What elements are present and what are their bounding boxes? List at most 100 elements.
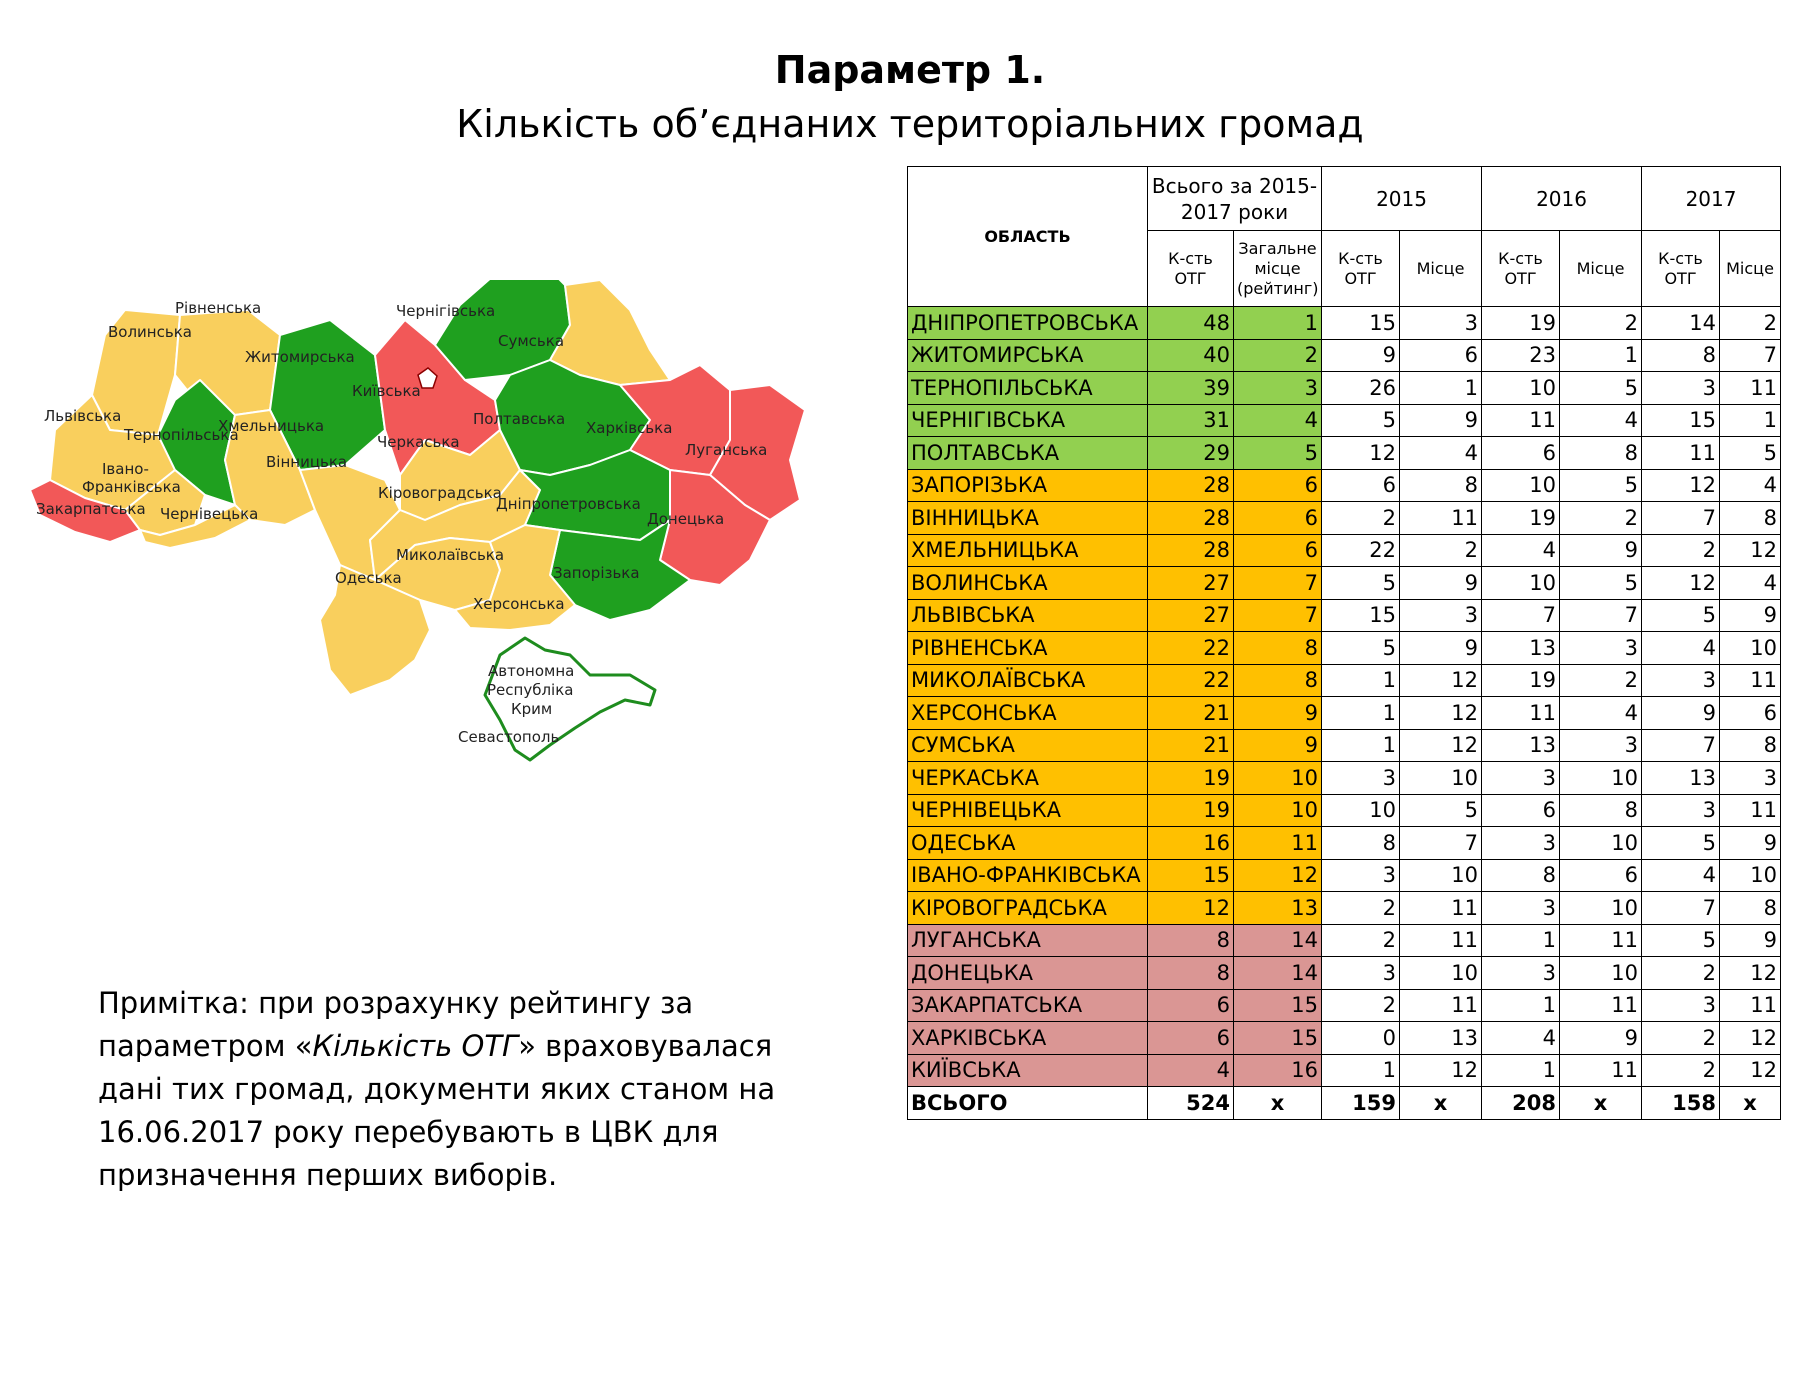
total-otg-cell: 16 [1147,826,1234,860]
otg-2015-cell: 26 [1321,371,1401,405]
table-row: ПОЛТАВСЬКА 29 5 12 4 6 8 11 5 [907,436,1782,470]
total-otg-cell: 22 [1147,631,1234,665]
otg-2015-cell: 15 [1321,598,1401,632]
place-2016-cell: 11 [1559,923,1643,957]
otg-2017-cell: 4 [1641,858,1721,892]
otg-2016-cell: 3 [1481,826,1561,860]
otg-2015-cell: 1 [1321,1053,1401,1087]
map-label-zakarpatska: Закарпатська [36,500,146,518]
place-2016-cell: 5 [1559,371,1643,405]
map-label-poltavska: Полтавська [473,410,565,428]
oblast-name-cell: ЧЕРКАСЬКА [907,761,1148,795]
otg-2017-cell: 3 [1641,793,1721,827]
place-2016-cell: 8 [1559,436,1643,470]
otg-2015-cell: 5 [1321,631,1401,665]
total-otg-cell: 40 [1147,338,1234,372]
total-otg-2017-cell: 158 [1641,1086,1721,1120]
total-otg-cell: 39 [1147,371,1234,405]
total-otg-cell: 6 [1147,988,1234,1022]
overall-rank-cell: 11 [1232,826,1323,860]
oblast-name-cell: ДОНЕЦЬКА [907,956,1148,990]
map-label-sumska: Сумська [498,332,564,350]
total-otg-cell: 48 [1147,306,1234,340]
table-row: СУМСЬКА 21 9 1 12 13 3 7 8 [907,728,1782,762]
otg-2016-cell: 13 [1481,631,1561,665]
table-row: ЧЕРКАСЬКА 19 10 3 10 3 10 13 3 [907,761,1782,795]
otg-2016-cell: 19 [1481,663,1561,697]
place-2016-cell: 10 [1559,891,1643,925]
overall-rank-cell: 6 [1232,501,1323,535]
total-otg-cell: 8 [1147,956,1234,990]
region-khersonska [454,524,576,631]
otg-2017-cell: 3 [1641,988,1721,1022]
place-2017-cell: 10 [1719,631,1782,665]
footnote-text-2: » враховувалася дані тих громад, докумен… [98,1029,776,1192]
footnote-text-1: Примітка: при розрахунку рейтингу за пар… [98,986,694,1063]
map-label-crimea-2: Республіка [487,681,573,699]
oblast-name-cell: РІВНЕНСЬКА [907,631,1148,665]
otg-2017-cell: 7 [1641,891,1721,925]
header-overall-place: Загальне місце (рейтинг) [1232,230,1323,307]
otg-2015-cell: 5 [1321,403,1401,437]
otg-2015-cell: 1 [1321,663,1401,697]
place-2016-cell: 1 [1559,338,1643,372]
header-total-period: Всього за 2015-2017 роки [1146,166,1323,231]
oblast-name-cell: СУМСЬКА [907,728,1148,762]
otg-2017-cell: 2 [1641,956,1721,990]
oblast-name-cell: ЛУГАНСЬКА [907,923,1148,957]
map-label-volynska: Волинська [108,323,192,341]
map-label-cherkaska: Черкаська [377,433,460,451]
table-row: КІРОВОГРАДСЬКА 12 13 2 11 3 10 7 8 [907,891,1782,925]
place-2015-cell: 12 [1399,728,1483,762]
map-label-luhanska: Луганська [685,441,767,459]
oblast-name-cell: КИЇВСЬКА [907,1053,1148,1087]
overall-rank-cell: 6 [1232,533,1323,567]
place-2015-cell: 12 [1399,1053,1483,1087]
table-row: ЗАКАРПАТСЬКА 6 15 2 11 1 11 3 11 [907,988,1782,1022]
total-otg-cell: 27 [1147,566,1234,600]
place-2015-cell: 10 [1399,956,1483,990]
total-otg-cell: 28 [1147,501,1234,535]
otg-2016-cell: 1 [1481,923,1561,957]
page-title: Параметр 1. [774,48,1046,92]
otg-2016-cell: 3 [1481,761,1561,795]
place-2016-cell: 10 [1559,761,1643,795]
table-row: РІВНЕНСЬКА 22 8 5 9 13 3 4 10 [907,631,1782,665]
overall-rank-cell: 9 [1232,728,1323,762]
otg-2015-cell: 2 [1321,891,1401,925]
map-label-khmelnytska: Хмельницька [218,417,324,435]
map-label-mykolaivska: Миколаївська [396,546,504,564]
otg-2017-cell: 2 [1641,533,1721,567]
otg-2016-cell: 6 [1481,793,1561,827]
place-2016-cell: 7 [1559,598,1643,632]
place-2016-cell: 10 [1559,826,1643,860]
place-2015-cell: 5 [1399,793,1483,827]
total-otg-cell: 27 [1147,598,1234,632]
header-kst-otg-total: К-сть ОТГ [1147,230,1234,307]
place-2016-cell: 9 [1559,1021,1643,1055]
place-2015-cell: 7 [1399,826,1483,860]
overall-rank-cell: 10 [1232,793,1323,827]
place-2016-cell: 4 [1559,403,1643,437]
otg-2016-cell: 23 [1481,338,1561,372]
table-row: ДОНЕЦЬКА 8 14 3 10 3 10 2 12 [907,956,1782,990]
ukraine-map: Волинська Рівненська Житомирська Київськ… [30,280,806,762]
otg-2017-cell: 2 [1641,1053,1721,1087]
map-label-zhytomyrska: Житомирська [245,348,355,366]
oblast-name-cell: ХМЕЛЬНИЦЬКА [907,533,1148,567]
otg-2015-cell: 1 [1321,728,1401,762]
otg-2016-cell: 4 [1481,533,1561,567]
map-label-rivnenska: Рівненська [175,299,261,317]
otg-2017-cell: 2 [1641,1021,1721,1055]
otg-2015-cell: 9 [1321,338,1401,372]
total-place-2016-cell: х [1559,1086,1643,1120]
otg-2016-cell: 8 [1481,858,1561,892]
place-2015-cell: 9 [1399,566,1483,600]
otg-2016-cell: 10 [1481,371,1561,405]
otg-2015-cell: 15 [1321,306,1401,340]
overall-rank-cell: 7 [1232,566,1323,600]
region-luhanska [709,384,806,521]
rating-table: ОБЛАСТЬ Всього за 2015-2017 роки 2015 20… [907,166,1782,1120]
oblast-name-cell: КІРОВОГРАДСЬКА [907,891,1148,925]
map-label-donetska: Донецька [647,510,724,528]
